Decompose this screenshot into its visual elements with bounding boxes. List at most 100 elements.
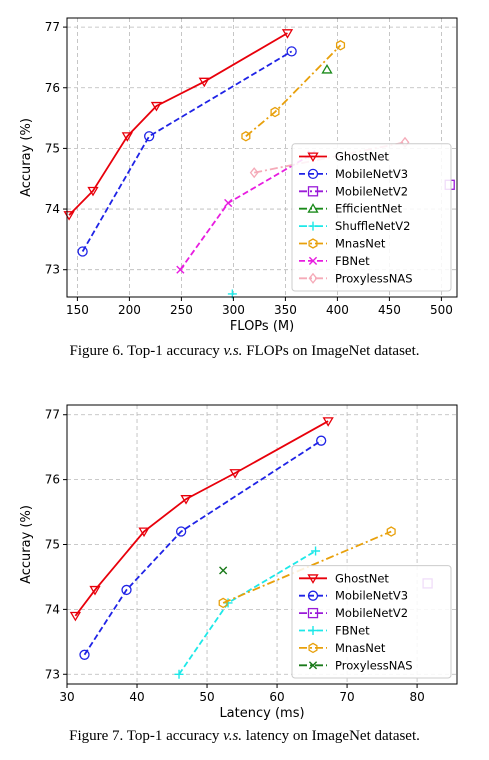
legend-label: GhostNet: [335, 150, 389, 164]
legend-box: [291, 143, 452, 292]
legend-item: MobileNetV2: [299, 184, 408, 198]
caption-text: latency on ImageNet dataset.: [242, 728, 420, 744]
x-tick-label: 70: [339, 690, 354, 704]
legend-label: EfficientNet: [335, 202, 402, 216]
data-point: [249, 167, 259, 179]
caption-text: Figure 6. Top-1 accuracy: [69, 343, 224, 359]
legend-item: MnasNet: [299, 641, 386, 655]
y-tick-label: 73: [45, 667, 60, 681]
legend-label: ProxylessNAS: [335, 658, 413, 672]
series-line: [81, 50, 293, 252]
data-point: [69, 611, 82, 622]
legend-label: MobileNetV3: [335, 167, 408, 181]
data-point: [335, 40, 346, 51]
data-point: [224, 198, 233, 208]
data-point: [219, 566, 228, 575]
series-proxylessnas: [219, 566, 228, 575]
series-fbnet: [174, 546, 321, 679]
y-tick-label: 77: [45, 408, 60, 422]
y-tick-label: 75: [45, 538, 60, 552]
y-tick-label: 76: [45, 473, 60, 487]
data-point: [316, 435, 327, 446]
figure-7-caption: Figure 7. Top-1 accuracy v.s. latency on…: [0, 728, 489, 745]
y-tick-label: 74: [45, 202, 60, 216]
legend-marker: [308, 238, 318, 249]
legend-marker: [307, 152, 319, 163]
x-tick-label: 60: [269, 690, 284, 704]
figure-6-caption: Figure 6. Top-1 accuracy v.s. FLOPs on I…: [0, 343, 489, 360]
data-point: [77, 246, 88, 257]
x-tick-label: 30: [59, 690, 74, 704]
legend-marker: [307, 574, 319, 584]
legend-item: GhostNet: [299, 150, 389, 164]
legend-label: FBNet: [335, 254, 370, 268]
series-mobilenetv3: [77, 46, 297, 257]
x-tick-label: 300: [222, 303, 245, 317]
x-tick-label: 80: [409, 690, 424, 704]
series-efficientnet: [321, 63, 333, 74]
x-tick-label: 200: [118, 303, 141, 317]
data-point: [121, 132, 133, 142]
legend-marker: [307, 186, 319, 197]
data-point: [270, 106, 280, 118]
data-point: [150, 101, 163, 112]
x-tick-label: 400: [326, 303, 349, 317]
caption-text: Figure 7. Top-1 accuracy: [69, 728, 224, 744]
latency-accuracy-chart: 30 40 50 60 70 80 73 74 75 76 77 Latency (ms) Accura…: [19, 404, 458, 721]
legend-label: GhostNet: [335, 571, 389, 585]
x-tick-label: 40: [129, 690, 144, 704]
x-tick-label: 250: [170, 303, 193, 317]
data-point: [322, 417, 334, 427]
legend: GhostNet MobileNetV3 MobileNetV2 EfficientN…: [291, 143, 452, 292]
caption-text: FLOPs on ImageNet dataset.: [242, 343, 420, 359]
figure-7: 30 40 50 60 70 80 73 74 75 76 77 Latency (ms) Accura…: [0, 380, 489, 760]
legend-marker: [307, 607, 319, 619]
legend-item: MobileNetV2: [299, 606, 408, 620]
data-point: [121, 584, 132, 596]
legend-marker: [308, 256, 318, 265]
x-tick-label: 350: [274, 303, 297, 317]
series-line: [245, 44, 342, 137]
data-point: [144, 131, 155, 142]
legend-label: MobileNetV2: [335, 184, 408, 198]
x-axis-label: FLOPs (M): [230, 319, 294, 334]
data-point: [175, 526, 187, 537]
legend-marker: [307, 203, 319, 213]
y-axis-label: Accuray (%): [19, 118, 34, 197]
series-ghostnet: [63, 29, 294, 221]
legend-label: ShuffleNetV2: [335, 219, 410, 233]
legend-label: FBNet: [335, 624, 370, 638]
legend-item: GhostNet: [299, 571, 389, 585]
legend-marker: [308, 661, 318, 670]
series-mobilenetv3: [79, 435, 327, 660]
legend-label: MobileNetV3: [335, 589, 408, 603]
figure-6: 150 200 250 300 350 400 450 500 73 74 75 76 77 FLOPs …: [0, 0, 489, 378]
series-line: [74, 420, 329, 617]
data-point: [218, 597, 228, 609]
series-line: [68, 32, 288, 216]
legend-label: MnasNet: [335, 641, 386, 655]
legend-box: [291, 565, 452, 679]
data-point: [63, 211, 75, 221]
data-point: [87, 186, 99, 197]
flops-accuracy-chart: 150 200 250 300 350 400 450 500 73 74 75 76 77 FLOPs …: [19, 17, 458, 334]
legend-marker: [308, 221, 318, 231]
legend-marker: [307, 168, 319, 180]
legend-label: ProxylessNAS: [335, 271, 413, 285]
y-tick-label: 77: [45, 20, 60, 34]
data-point: [311, 546, 321, 556]
data-point: [79, 649, 90, 660]
x-tick-label: 50: [199, 690, 214, 704]
plot-frame: [66, 17, 458, 298]
legend-item: MnasNet: [299, 237, 386, 251]
data-point: [180, 495, 192, 505]
legend-item: ProxylessNAS: [299, 271, 413, 285]
data-point: [386, 526, 396, 537]
x-tick-label: 450: [378, 303, 401, 317]
data-point: [138, 527, 150, 538]
legend-item: FBNet: [299, 254, 370, 268]
x-tick-label: 500: [430, 303, 453, 317]
y-axis-label: Accuray (%): [19, 505, 34, 584]
legend-item: ShuffleNetV2: [299, 219, 410, 233]
x-tick-label: 150: [66, 303, 89, 317]
